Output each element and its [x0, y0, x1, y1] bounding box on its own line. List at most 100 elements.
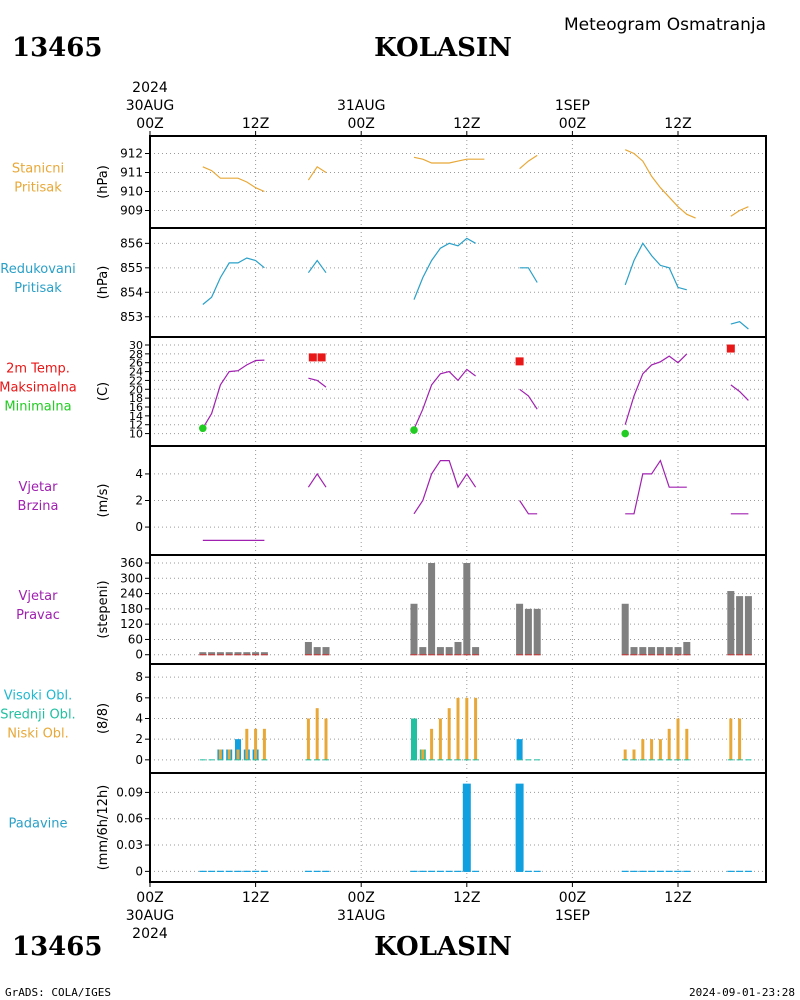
cloud-bar — [324, 718, 328, 760]
y-tick-label: 6 — [135, 691, 143, 705]
series-line — [307, 472, 327, 488]
series-line — [519, 500, 538, 515]
y-tick-label: 30 — [129, 339, 143, 352]
y-axis-label: (C) — [96, 382, 111, 401]
time-label-top: 00Z — [559, 116, 586, 132]
panel-frame — [149, 772, 767, 883]
panel-label: Vjetar — [19, 480, 59, 495]
data-bar — [419, 647, 427, 655]
cloud-bar — [306, 718, 310, 760]
y-tick-label: 4 — [135, 712, 143, 726]
y-axis-label: (hPa) — [96, 165, 111, 199]
y-tick-label: 22 — [129, 374, 143, 387]
data-bar — [683, 641, 691, 655]
series-line — [625, 459, 687, 515]
data-bar — [260, 652, 268, 655]
series-line — [730, 206, 749, 217]
y-tick-label: 360 — [120, 556, 143, 570]
data-bar — [454, 641, 462, 655]
data-bar — [472, 647, 480, 655]
panel-redukovani: (hPa) — [96, 227, 767, 338]
y-axis-label: (stepeni) — [96, 580, 111, 638]
series-line — [730, 384, 749, 401]
data-bar — [656, 647, 664, 655]
y-tick-label: 4 — [135, 467, 143, 481]
cloud-bar — [456, 697, 460, 760]
data-bar — [313, 647, 321, 655]
time-label-top: 12Z — [242, 116, 269, 132]
y-tick-label: 854 — [120, 285, 143, 299]
data-bar — [736, 596, 744, 655]
panel-temperatura: (C) — [96, 336, 767, 447]
time-label-top: 1SEP — [555, 98, 590, 114]
y-axis-label: (m/s) — [96, 484, 111, 518]
cloud-bar — [438, 718, 442, 760]
y-tick-label: 28 — [129, 348, 143, 361]
cloud-bar — [658, 739, 662, 760]
y-tick-label: 60 — [128, 632, 143, 646]
time-label-bottom: 00Z — [136, 890, 163, 906]
cloud-bar — [685, 728, 689, 760]
series-line — [519, 154, 538, 170]
panel-label: Pritisak — [14, 281, 62, 296]
panel-padavine: (mm/6h/12h) — [96, 772, 767, 887]
panel-label: Pritisak — [14, 181, 62, 196]
cloud-bar — [465, 697, 469, 760]
data-bar — [516, 603, 524, 655]
cloud-bar — [447, 708, 451, 760]
time-label-top: 30AUG — [126, 98, 175, 114]
series-line — [624, 149, 696, 219]
series-line — [308, 377, 327, 388]
data-bar — [410, 603, 418, 655]
y-tick-label: 16 — [129, 401, 143, 414]
series-line — [202, 359, 265, 429]
data-bar — [515, 783, 524, 872]
footer-right: 2024-09-01-23:28 — [689, 986, 795, 999]
cloud-bar — [421, 749, 425, 760]
data-bar — [304, 641, 312, 655]
time-label-bottom: 31AUG — [337, 908, 386, 924]
panel-vjetar_pravac: (stepeni) — [96, 554, 767, 665]
station-id-top: 13465 — [12, 33, 102, 63]
y-tick-label: 240 — [120, 587, 143, 601]
y-tick-label: 300 — [120, 571, 143, 585]
y-tick-label: 2 — [135, 732, 143, 746]
time-label-bottom: 00Z — [347, 890, 374, 906]
panel-label: Niski Obl. — [7, 727, 69, 742]
cloud-bar — [411, 718, 417, 760]
series-line — [202, 257, 265, 305]
time-label-bottom: 12Z — [664, 890, 691, 906]
series-line — [624, 242, 687, 291]
time-label-bottom: 30AUG — [126, 908, 175, 924]
y-tick-label: 14 — [129, 410, 143, 423]
cloud-bar — [245, 728, 249, 760]
y-tick-label: 856 — [120, 236, 143, 250]
series-line — [519, 267, 538, 283]
cloud-bar — [516, 739, 523, 760]
panel-frame — [149, 336, 767, 447]
y-tick-label: 0.03 — [116, 838, 143, 852]
data-bar — [445, 647, 453, 655]
data-bar — [727, 591, 735, 655]
data-bar — [208, 652, 216, 655]
data-bar — [674, 647, 682, 655]
y-tick-label: 12 — [129, 419, 143, 432]
data-bar — [524, 608, 532, 655]
data-bar — [243, 652, 251, 655]
y-tick-label: 24 — [129, 366, 143, 379]
time-label-top: 12Z — [453, 116, 480, 132]
panel-label: Srednji Obl. — [0, 708, 75, 723]
panel-stanicni: (hPa) — [96, 131, 767, 229]
y-tick-label: 26 — [129, 357, 143, 370]
time-label-bottom: 12Z — [242, 890, 269, 906]
max-temp-marker — [726, 344, 735, 353]
time-label-top: 12Z — [664, 116, 691, 132]
y-tick-label: 10 — [129, 428, 143, 441]
cloud-bar — [650, 739, 654, 760]
time-label-bottom: 2024 — [132, 926, 168, 942]
station-name-top: KOLASIN — [374, 33, 512, 63]
station-id-bottom: 13465 — [12, 932, 102, 962]
data-bar — [463, 563, 471, 655]
y-axis-label: (hPa) — [96, 266, 111, 300]
